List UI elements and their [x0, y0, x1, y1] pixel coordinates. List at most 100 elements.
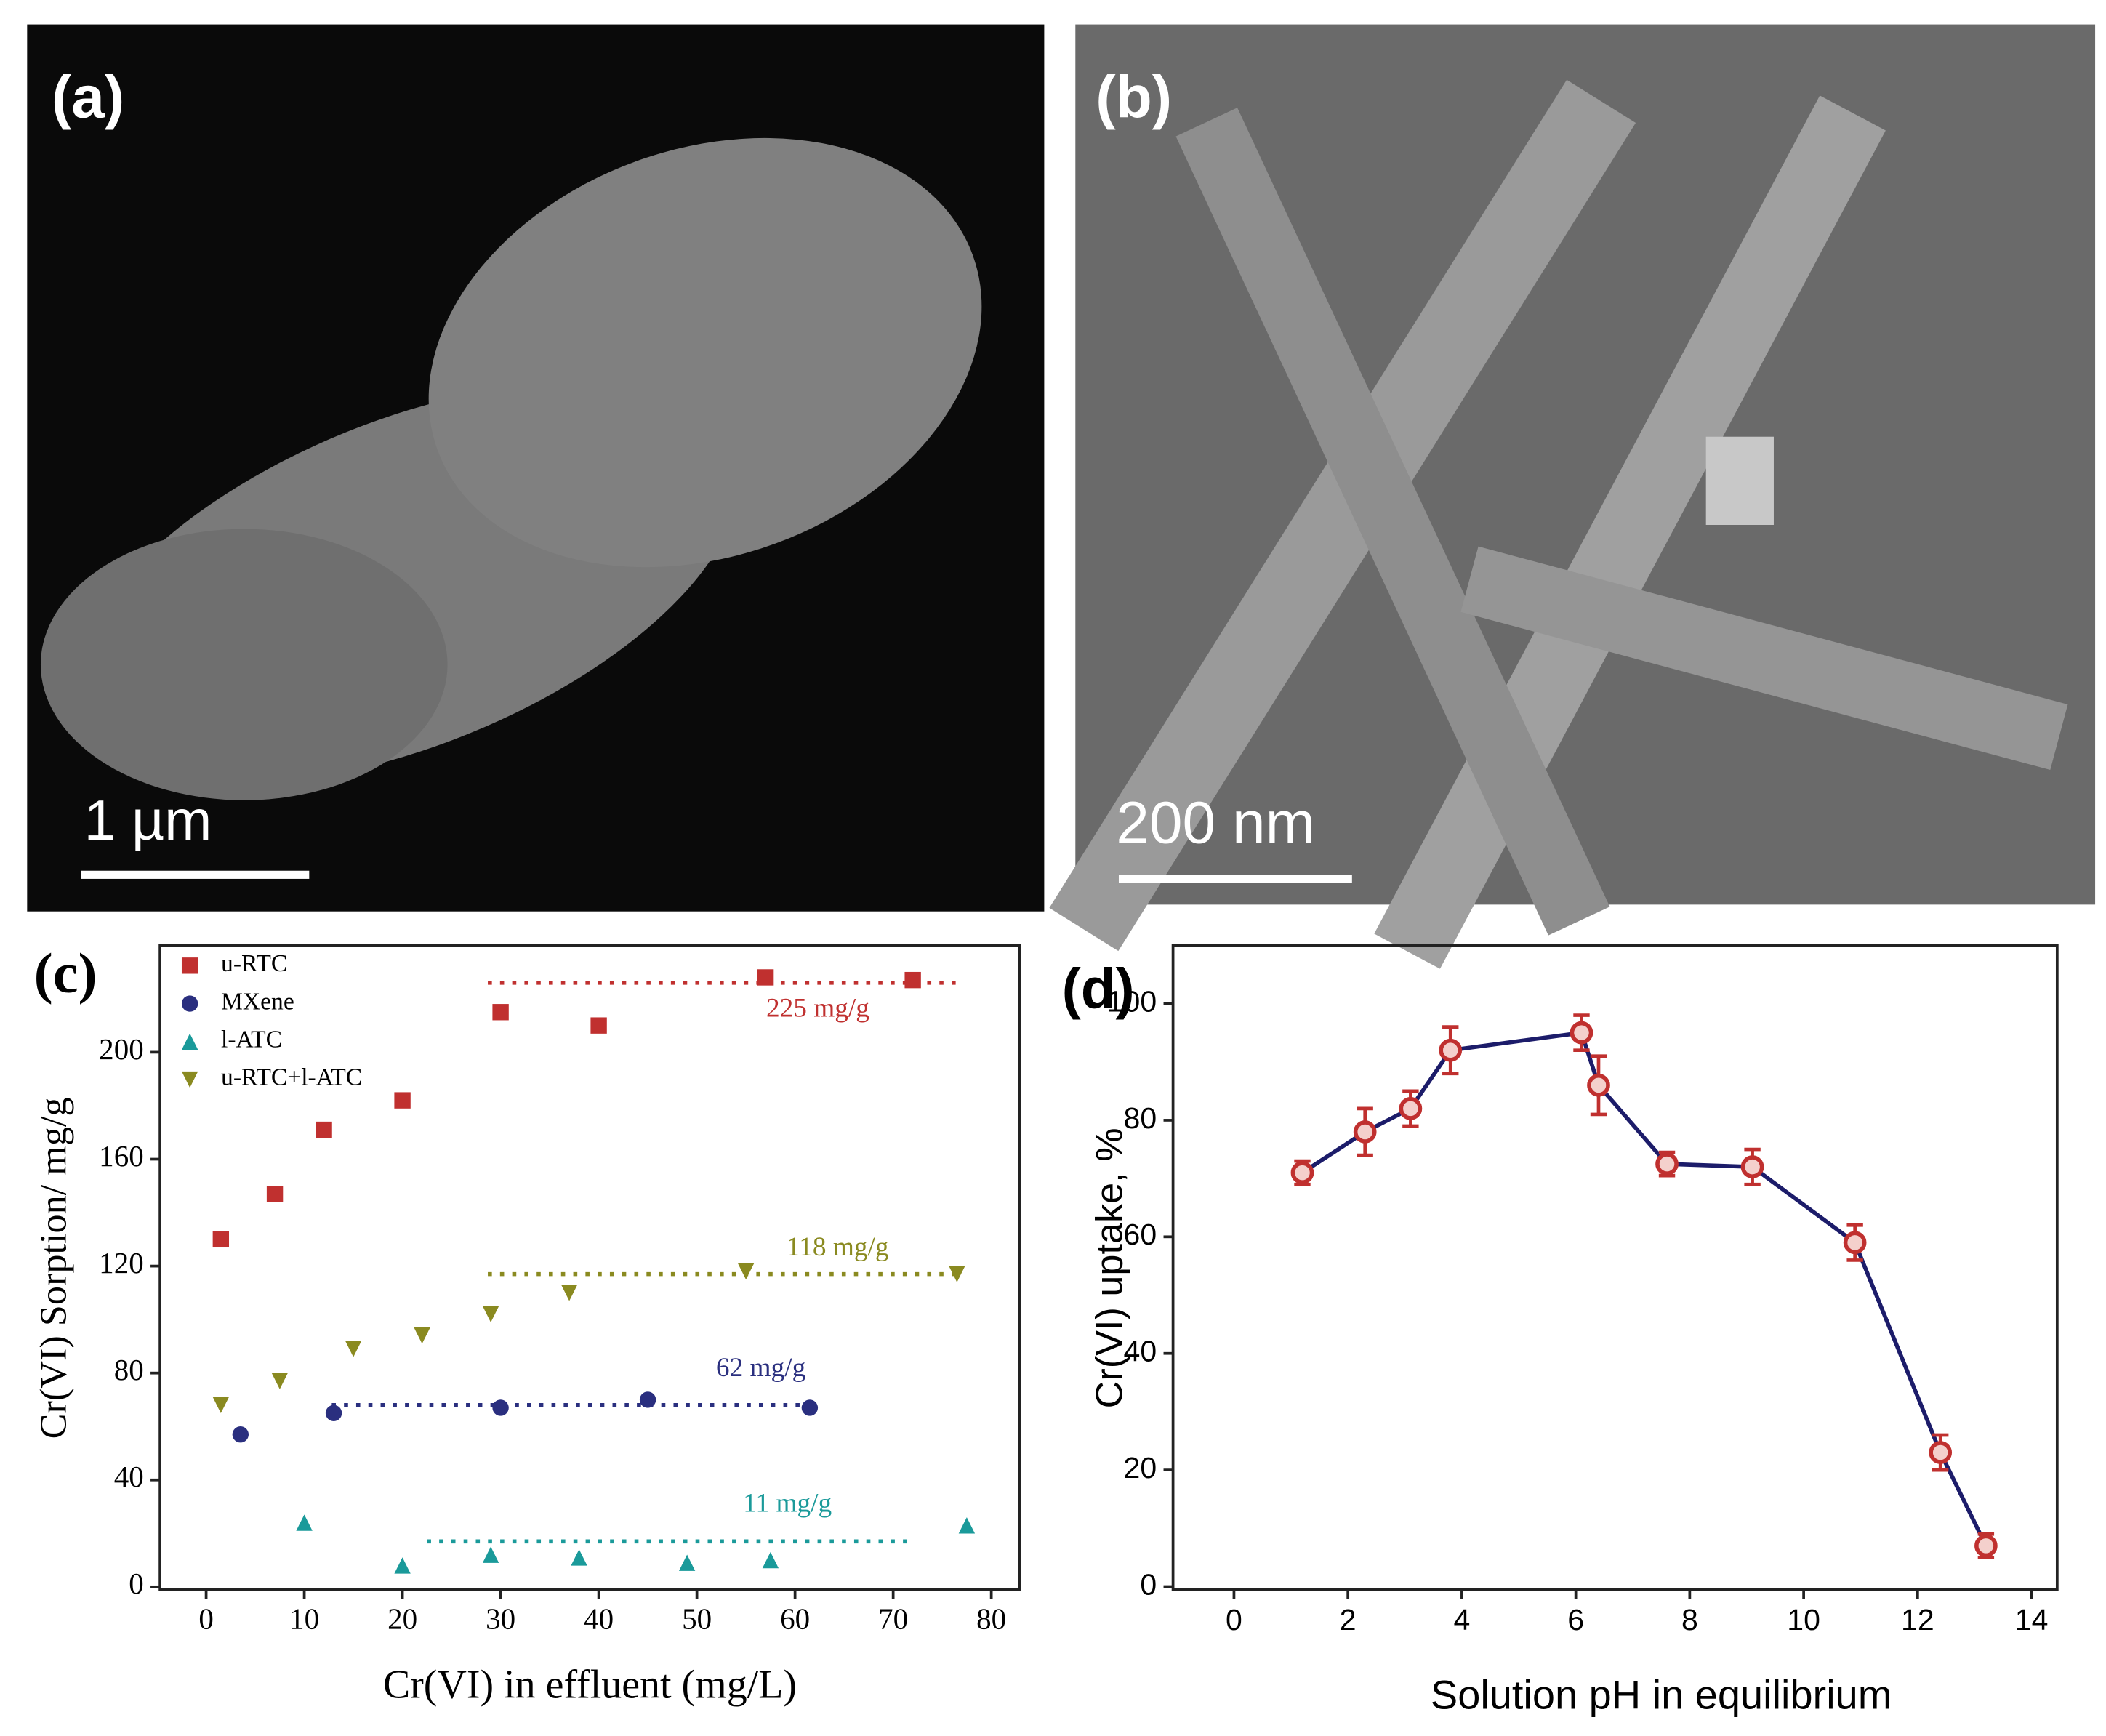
point — [232, 1426, 249, 1443]
panel-a: (a) 1 µm — [27, 24, 1045, 912]
x-tick-label: 12 — [1901, 1603, 1934, 1636]
x-tick-label: 40 — [584, 1602, 614, 1636]
point — [266, 1186, 284, 1202]
y-tick-label: 80 — [1124, 1101, 1157, 1135]
legend-label: l-ATC — [221, 1026, 282, 1053]
panel-b: (b) 200 nm — [1049, 24, 2096, 969]
y-axis-title: Cr(VI) uptake, % — [1088, 1128, 1130, 1408]
x-axis-title: Solution pH in equilibrium — [1431, 1672, 1892, 1718]
x-tick-label: 8 — [1681, 1603, 1698, 1636]
x-tick-label: 6 — [1567, 1603, 1584, 1636]
reference-label: 118 mg/g — [787, 1232, 889, 1262]
point — [958, 1517, 976, 1534]
y-tick-label: 200 — [99, 1032, 144, 1066]
point — [492, 1399, 509, 1416]
point — [639, 1391, 656, 1408]
point — [394, 1557, 411, 1574]
y-tick-label: 160 — [99, 1139, 144, 1173]
point — [325, 1405, 342, 1422]
rod — [1460, 546, 2068, 771]
point — [1399, 1097, 1423, 1120]
x-tick-label: 2 — [1340, 1603, 1357, 1636]
y-tick-label: 60 — [1124, 1218, 1157, 1251]
reference-label: 225 mg/g — [766, 993, 869, 1023]
legend-label: u-RTC — [221, 950, 287, 977]
point — [414, 1327, 430, 1344]
y-tick-label: 120 — [99, 1246, 144, 1279]
rod — [1175, 108, 1610, 936]
point — [757, 969, 774, 986]
point — [1929, 1441, 1953, 1464]
y-tick-label: 40 — [114, 1460, 144, 1493]
point — [482, 1306, 499, 1322]
point — [394, 1092, 411, 1109]
point — [1353, 1120, 1377, 1144]
particle — [40, 529, 448, 800]
point — [345, 1341, 362, 1357]
panel-label: (b) — [1096, 65, 1172, 131]
point — [949, 1266, 965, 1282]
point — [482, 1546, 499, 1563]
x-tick-label: 70 — [878, 1602, 908, 1636]
particle — [428, 137, 982, 568]
x-tick-label: 4 — [1453, 1603, 1470, 1636]
point — [212, 1397, 230, 1413]
point — [737, 1263, 755, 1280]
legend-label: MXene — [221, 988, 294, 1015]
y-axis-title: Cr(VI) Sorption/ mg/g — [32, 1097, 74, 1439]
x-tick-label: 30 — [486, 1602, 515, 1636]
x-tick-label: 14 — [2015, 1603, 2049, 1636]
reference-label: 62 mg/g — [716, 1353, 805, 1383]
point — [316, 1121, 332, 1138]
legend-marker — [181, 957, 198, 974]
point — [1740, 1155, 1764, 1178]
point — [1439, 1038, 1463, 1062]
x-tick-label: 10 — [289, 1602, 319, 1636]
x-tick-label: 60 — [780, 1602, 810, 1636]
point — [904, 971, 921, 989]
panel-label: (c) — [34, 941, 97, 1005]
cube — [1705, 436, 1774, 525]
plot-area — [1171, 944, 2059, 1591]
legend-marker — [181, 1033, 198, 1050]
point — [271, 1373, 289, 1389]
chart-d: (d) Solution pH in equilibrium Cr(VI) upta… — [1062, 944, 2059, 1718]
legend-marker — [181, 995, 198, 1012]
point — [1290, 1161, 1314, 1184]
x-axis-title: Cr(VI) in effluent (mg/L) — [383, 1663, 797, 1708]
point — [590, 1017, 607, 1034]
y-tick-label: 80 — [114, 1353, 144, 1386]
point — [571, 1549, 587, 1566]
legend-label: u-RTC+l-ATC — [221, 1064, 362, 1091]
plot-area — [158, 944, 1021, 1591]
point — [1655, 1152, 1679, 1176]
y-tick-label: 40 — [1124, 1335, 1157, 1368]
point — [1587, 1073, 1610, 1097]
y-tick-label: 100 — [1107, 984, 1157, 1018]
point — [560, 1285, 578, 1301]
x-tick-label: 0 — [1226, 1603, 1242, 1636]
rod — [1049, 79, 1636, 952]
x-tick-label: 50 — [682, 1602, 712, 1636]
y-tick-label: 20 — [1124, 1451, 1157, 1484]
x-tick-label: 20 — [387, 1602, 417, 1636]
x-tick-label: 80 — [976, 1602, 1006, 1636]
scale-bar-label: 200 nm — [1116, 790, 1315, 856]
point — [762, 1551, 779, 1569]
point — [212, 1231, 230, 1248]
panel-label: (d) — [1062, 956, 1135, 1020]
y-tick-label: 0 — [1140, 1567, 1157, 1601]
legend-marker — [181, 1071, 198, 1088]
chart-c: (c) Cr(VI) in effluent (mg/L) Cr(VI) Sorpt… — [32, 941, 1021, 1708]
reference-label: 11 mg/g — [743, 1488, 832, 1518]
y-tick-label: 0 — [129, 1567, 144, 1600]
point — [492, 1004, 509, 1021]
point — [1843, 1231, 1867, 1255]
point — [1570, 1021, 1593, 1045]
point — [801, 1399, 819, 1416]
point — [678, 1554, 696, 1571]
point — [296, 1514, 313, 1531]
x-tick-label: 10 — [1787, 1603, 1820, 1636]
